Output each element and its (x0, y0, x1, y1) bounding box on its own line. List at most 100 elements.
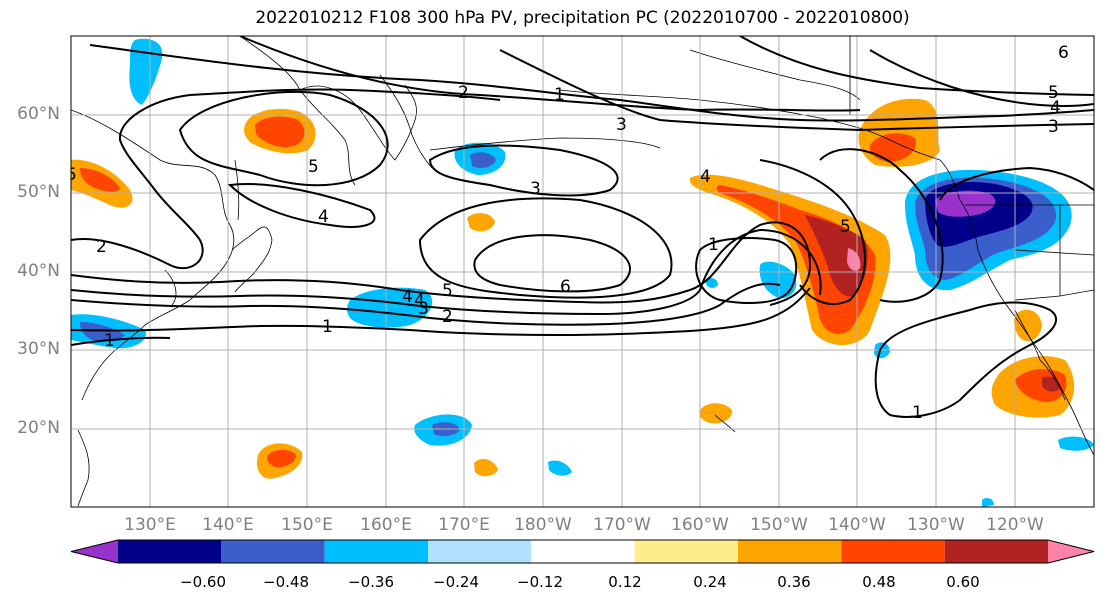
negative-anomaly-far-south (982, 497, 994, 507)
coastline-korea (164, 269, 177, 306)
lon-label: 150°W (750, 515, 808, 535)
contour-label: 1 (708, 235, 719, 255)
contour-label: 3 (418, 299, 429, 319)
colorbar-segment (221, 540, 325, 563)
coastline-baja (1014, 309, 1066, 401)
pv-contour-4-band (71, 221, 812, 306)
colorbar-segment (738, 540, 842, 563)
lon-label: 140°E (202, 515, 254, 535)
contour-label: 4 (700, 167, 711, 187)
negative-anomaly-mid-north-core (470, 152, 496, 168)
negative-anomaly-west-34n-core (80, 322, 125, 342)
positive-anomaly-baja-core (1015, 368, 1067, 402)
colorbar-segment (944, 540, 1048, 563)
pv-contour-1-loop-160w (695, 237, 798, 304)
gridlines (71, 36, 1094, 507)
contour-label: 3 (1048, 117, 1059, 137)
contour-label: 2 (458, 83, 469, 103)
colorbar-tick-label: 0.24 (693, 573, 727, 591)
pv-contour-2-west (71, 88, 501, 270)
pv-contour-1-north (89, 44, 1094, 122)
pv-contour-3-band (71, 228, 822, 316)
pv-contour-2-band (71, 282, 781, 326)
pv-contour-4-north (869, 49, 1094, 108)
negative-anomaly-east-20n (1058, 436, 1094, 451)
colorbar-tick-label: −0.60 (180, 573, 226, 591)
pv-contour-6-center (473, 234, 631, 293)
contour-labels: 2 1 3 5 4 3 2 4 5 6 4 3 2 1 1 1 4 5 5 4 … (71, 43, 1069, 423)
pv-contour-1-west (71, 336, 171, 346)
lat-label: 40°N (17, 261, 60, 281)
pv-contour-3-loop (428, 144, 619, 197)
positive-anomaly-south-central (474, 459, 498, 477)
colorbar-tick-label: 0.36 (777, 573, 811, 591)
contour-label: 2 (442, 307, 453, 327)
pv-contour-5-center (418, 197, 673, 299)
precip-anomaly-shading (71, 38, 1094, 507)
contour-label: 4 (402, 287, 413, 307)
lat-label: 30°N (17, 339, 60, 359)
contour-label: 6 (1058, 43, 1069, 63)
colorbar-segment (634, 540, 738, 563)
contour-label: 3 (530, 179, 541, 199)
contour-label: 1 (104, 331, 115, 351)
positive-anomaly-alaska-core (869, 133, 916, 162)
contour-label: 2 (96, 237, 107, 257)
coastline-alaska-north (689, 49, 861, 101)
pv-contour-ridge-inner (819, 148, 944, 303)
contour-label: 1 (912, 403, 923, 423)
pv-contour-2-north (239, 36, 861, 112)
coastline-philippines (77, 429, 90, 507)
contour-label: 5 (840, 217, 851, 237)
colorbar-tick-label: 0.12 (608, 573, 642, 591)
positive-anomaly-south-west-core (267, 449, 296, 468)
colorbar-segment (841, 540, 945, 563)
contour-label: 4 (414, 291, 425, 311)
lon-label: 160°W (671, 515, 729, 535)
colorbar-tick-label: −0.36 (348, 573, 394, 591)
colorbar-segment (531, 540, 635, 563)
lon-label: 160°E (360, 515, 412, 535)
pv-contour-1-band (71, 287, 811, 337)
coastline-kamchatka (379, 74, 433, 169)
positive-anomaly-hawaii-west (699, 403, 733, 424)
lon-label: 130°W (907, 515, 965, 535)
lon-label: 150°E (281, 515, 333, 535)
contour-label: 5 (1048, 83, 1059, 103)
lon-label: 180°W (514, 515, 572, 535)
lat-label: 50°N (17, 182, 60, 202)
lon-label: 120°W (986, 515, 1044, 535)
positive-anomaly-central-pacific-mid (716, 185, 876, 334)
positive-anomaly-mexico-coast (1014, 309, 1042, 342)
lon-label: 140°W (828, 515, 886, 535)
colorbar-segment (428, 540, 532, 563)
colorbar-segment (118, 540, 222, 563)
map-title: 2022010212 F108 300 hPa PV, precipitatio… (255, 8, 910, 28)
negative-anomaly-160w (759, 261, 797, 299)
contour-label: 5 (308, 157, 319, 177)
lon-label: 170°W (593, 515, 651, 535)
lat-label: 20°N (17, 418, 60, 438)
colorbar-tick-label: 0.60 (946, 573, 980, 591)
colorbar-tick-label: −0.24 (433, 573, 479, 591)
colorbar-segment (324, 540, 428, 563)
negative-anomaly-160w-small (706, 277, 718, 288)
contour-label: 3 (616, 115, 627, 135)
coastline-alaska (559, 89, 1094, 456)
coastline-hawaii (714, 414, 736, 433)
coastline-sakhalin (234, 159, 240, 221)
coastline-siberia-okhotsk (239, 36, 417, 186)
positive-anomaly-west-edge-core (80, 168, 120, 192)
contour-label: 6 (560, 277, 571, 297)
pv-contour-trough-inner (759, 159, 866, 305)
positive-anomaly-central-pacific-strong (805, 215, 868, 297)
negative-anomaly-north-west (129, 38, 163, 105)
negative-anomaly-34n (347, 287, 433, 328)
coastline-aleutians (429, 137, 661, 151)
contour-label: 5 (442, 281, 453, 301)
colorbar-tick-label: −0.48 (263, 573, 309, 591)
colorbar-segment (1048, 540, 1094, 563)
contour-label: 1 (322, 317, 333, 337)
colorbar-tick-label: −0.12 (517, 573, 563, 591)
